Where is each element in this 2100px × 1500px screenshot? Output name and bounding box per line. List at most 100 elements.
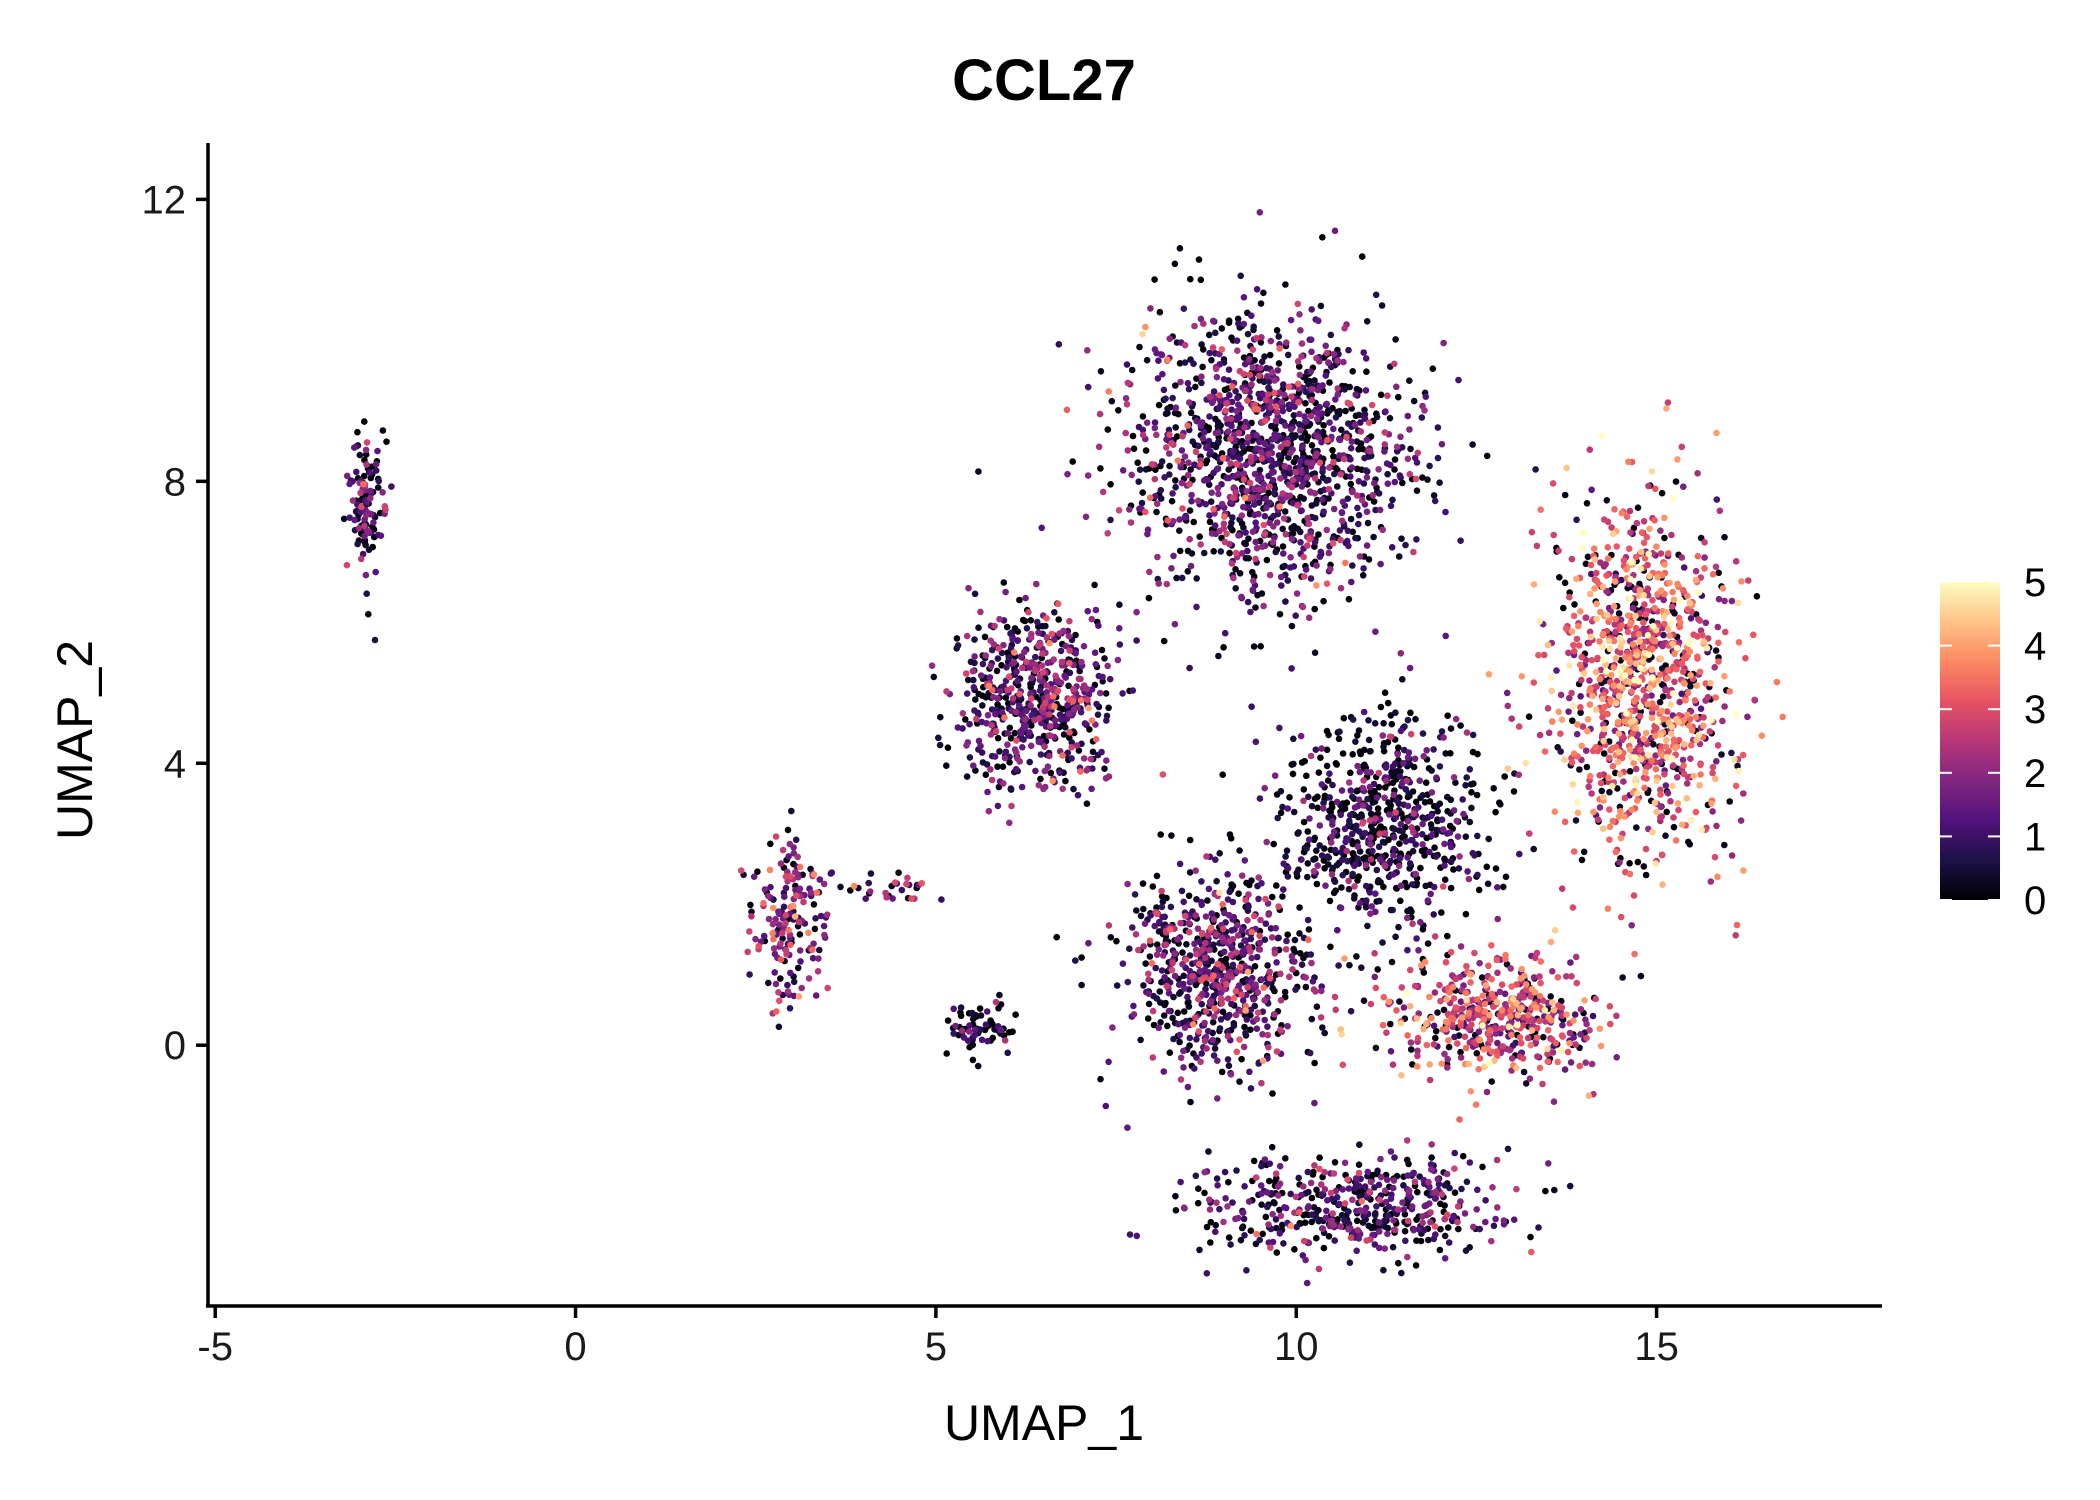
- cell-point: [1413, 935, 1420, 942]
- cell-point: [1287, 316, 1295, 324]
- cell-point: [1233, 407, 1241, 415]
- cell-point: [1501, 990, 1509, 998]
- cell-point: [1544, 1050, 1551, 1058]
- cell-point: [1745, 577, 1752, 584]
- cell-point: [1107, 481, 1114, 488]
- cell-point: [1442, 632, 1449, 640]
- cell-point: [1202, 913, 1210, 920]
- cell-point: [1205, 331, 1213, 339]
- cell-point: [1289, 770, 1297, 778]
- cell-point: [1494, 1204, 1501, 1211]
- cell-point: [1197, 276, 1205, 284]
- cell-point: [1175, 1020, 1182, 1028]
- cell-point: [1447, 750, 1454, 757]
- cell-point: [1124, 447, 1132, 454]
- cell-point: [1068, 744, 1075, 751]
- cell-point: [1423, 747, 1430, 754]
- cell-point: [1322, 882, 1329, 889]
- cell-point: [379, 427, 387, 434]
- cell-point: [363, 439, 371, 446]
- cell-point: [1293, 1223, 1300, 1231]
- cell-point: [1391, 360, 1398, 368]
- cell-point: [903, 880, 910, 888]
- cell-point: [1280, 381, 1287, 388]
- cell-point: [1266, 968, 1273, 976]
- cell-point: [1403, 914, 1411, 922]
- cell-point: [357, 555, 365, 563]
- cell-point: [365, 610, 372, 618]
- cell-point: [1280, 886, 1287, 893]
- cell-point: [1258, 880, 1265, 887]
- cell-point: [1172, 477, 1179, 484]
- cell-point: [1404, 817, 1412, 825]
- cell-point: [1229, 453, 1237, 461]
- cell-point: [994, 734, 1002, 742]
- cell-point: [1337, 811, 1345, 819]
- cell-point: [1430, 492, 1438, 499]
- cell-point: [983, 720, 990, 727]
- cell-point: [1338, 856, 1346, 864]
- cell-point: [1657, 786, 1664, 794]
- cell-point: [1215, 405, 1223, 412]
- cell-point: [1041, 743, 1048, 750]
- cell-point: [1354, 1226, 1362, 1234]
- cell-point: [1226, 391, 1233, 399]
- cell-point: [1189, 972, 1197, 980]
- cell-point: [1429, 365, 1437, 373]
- cell-point: [1701, 539, 1708, 546]
- cell-point: [1455, 865, 1463, 872]
- cell-point: [1367, 810, 1375, 818]
- cell-point: [1184, 1083, 1192, 1091]
- cell-point: [1438, 816, 1446, 823]
- cell-point: [1290, 760, 1297, 768]
- cell-point: [1632, 765, 1640, 773]
- cell-point: [795, 918, 803, 926]
- cell-point: [1467, 781, 1475, 788]
- cell-point: [1732, 558, 1740, 565]
- cell-point: [1299, 603, 1307, 611]
- cell-point: [1250, 643, 1258, 650]
- cell-point: [1188, 497, 1195, 505]
- cell-point: [353, 468, 360, 476]
- cell-point: [1258, 1190, 1265, 1197]
- cell-point: [965, 1028, 973, 1035]
- cell-point: [1455, 376, 1462, 384]
- cell-point: [1451, 1165, 1458, 1172]
- cell-point: [1600, 516, 1608, 523]
- cell-point: [1032, 767, 1039, 775]
- cell-point: [1473, 1206, 1480, 1213]
- cell-point: [1297, 528, 1304, 536]
- cell-point: [1334, 357, 1342, 364]
- cell-point: [1234, 394, 1241, 402]
- cell-point: [1221, 1168, 1229, 1176]
- cell-point: [1239, 997, 1247, 1004]
- cell-point: [1427, 1209, 1434, 1216]
- cell-point: [1214, 1095, 1221, 1102]
- cell-point: [1577, 1006, 1585, 1013]
- cell-point: [1445, 1043, 1453, 1051]
- cell-point: [1312, 514, 1319, 522]
- cell-point: [1155, 946, 1162, 953]
- cell-point: [1260, 289, 1267, 297]
- cell-point: [1441, 1050, 1448, 1058]
- cell-point: [1421, 852, 1428, 859]
- cell-point: [1115, 507, 1123, 514]
- cell-point: [1289, 476, 1297, 484]
- cell-point: [1130, 1002, 1137, 1010]
- cell-point: [1242, 529, 1249, 536]
- cell-point: [1657, 550, 1665, 557]
- cell-point: [1107, 516, 1114, 524]
- cell-point: [1353, 385, 1361, 393]
- cell-point: [1064, 470, 1071, 478]
- cell-point: [895, 869, 902, 876]
- cell-point: [1316, 842, 1323, 849]
- cell-point: [970, 676, 977, 684]
- cell-point: [1336, 728, 1343, 735]
- cell-point: [1145, 970, 1152, 978]
- cell-point: [1331, 227, 1339, 235]
- cell-point: [1193, 417, 1200, 425]
- cell-point: [1547, 993, 1554, 1000]
- cell-point: [1244, 598, 1252, 606]
- cell-point: [1377, 1173, 1385, 1181]
- cell-point: [1496, 988, 1504, 996]
